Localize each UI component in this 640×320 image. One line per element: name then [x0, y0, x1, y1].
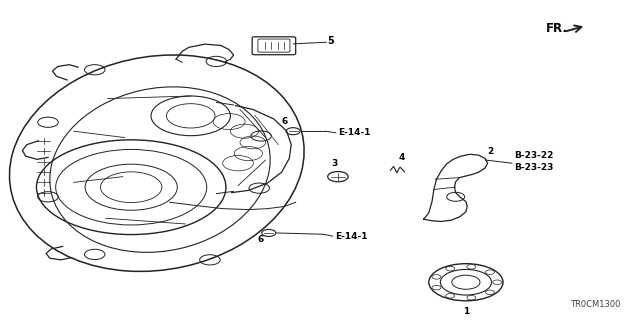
Circle shape: [432, 285, 441, 290]
Text: E-14-1: E-14-1: [338, 128, 371, 137]
Text: 1: 1: [463, 307, 469, 316]
Text: E-14-1: E-14-1: [335, 232, 367, 241]
Text: 2: 2: [488, 147, 494, 156]
Circle shape: [432, 275, 441, 279]
Text: 3: 3: [332, 159, 338, 168]
Text: 6: 6: [258, 235, 264, 244]
Text: 6: 6: [282, 117, 288, 126]
Circle shape: [445, 293, 455, 298]
Circle shape: [467, 265, 476, 269]
Text: 5: 5: [328, 36, 335, 46]
Text: B-23-22
B-23-23: B-23-22 B-23-23: [514, 151, 554, 172]
Circle shape: [493, 280, 502, 284]
Circle shape: [486, 290, 495, 294]
Circle shape: [467, 295, 476, 300]
Text: FR.: FR.: [546, 22, 568, 35]
Text: 4: 4: [399, 153, 405, 162]
Circle shape: [486, 270, 495, 275]
Circle shape: [445, 267, 455, 271]
Text: TR0CM1300: TR0CM1300: [570, 300, 621, 309]
